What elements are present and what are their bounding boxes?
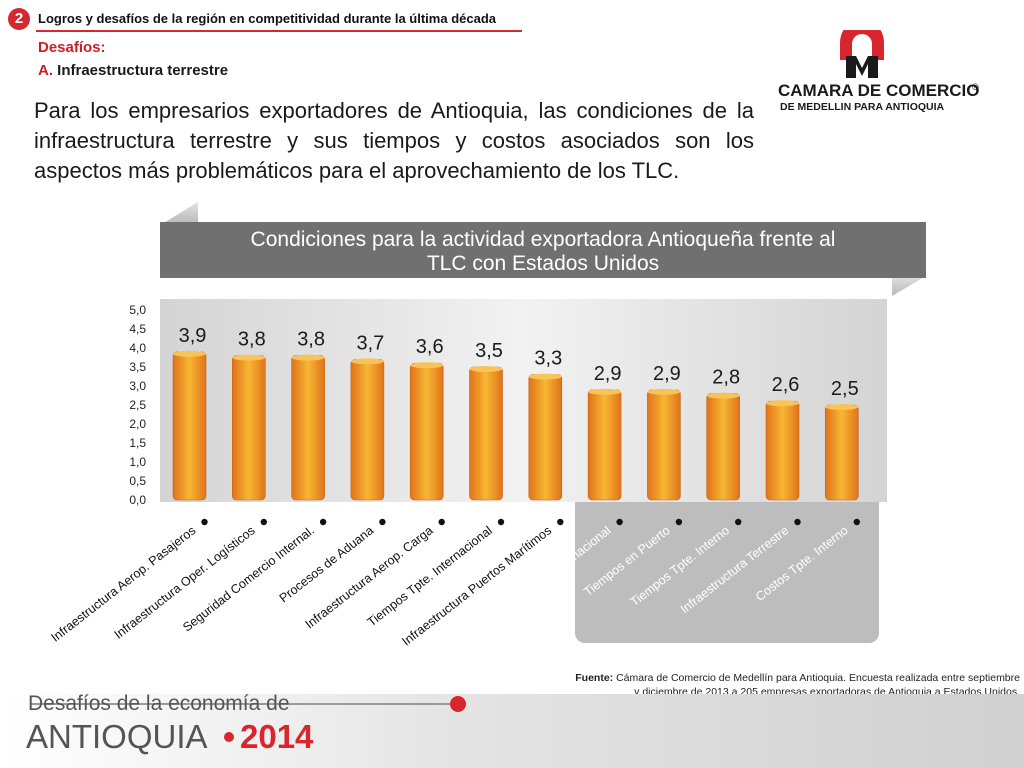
y-tick-label: 0,0 bbox=[129, 493, 146, 507]
bar bbox=[765, 400, 800, 501]
category-bullet-icon bbox=[497, 518, 505, 526]
bar-top bbox=[528, 373, 562, 380]
bar-top bbox=[647, 388, 681, 395]
y-tick-label: 1,5 bbox=[129, 436, 146, 450]
bars-group bbox=[172, 350, 859, 501]
footer-dot-icon bbox=[450, 696, 466, 712]
data-label: 2,5 bbox=[831, 378, 859, 400]
bar bbox=[350, 359, 385, 501]
title-underline bbox=[36, 30, 522, 32]
bar-top bbox=[706, 392, 740, 399]
y-tick-label: 3,0 bbox=[129, 379, 146, 393]
category-bullet-icon bbox=[853, 518, 860, 526]
section-number-badge: 2 bbox=[8, 8, 30, 30]
y-tick-label: 2,5 bbox=[129, 398, 146, 412]
bar bbox=[172, 351, 207, 501]
chart-title-line2: TLC con Estados Unidos bbox=[427, 252, 659, 275]
logo-registered: ® bbox=[972, 82, 979, 92]
chart-title-line1: Condiciones para la actividad exportador… bbox=[251, 228, 836, 251]
category-bullet-icon bbox=[557, 518, 564, 526]
footer-line1: Desafíos de la economía de bbox=[28, 692, 290, 715]
category-bullet-icon bbox=[735, 518, 742, 526]
data-label: 3,8 bbox=[238, 329, 266, 351]
y-tick-label: 2,0 bbox=[129, 417, 146, 431]
chart-title-banner: Condiciones para la actividad exportador… bbox=[160, 202, 926, 296]
footer-region: ANTIOQUIA bbox=[26, 718, 208, 755]
category-bullet-icon bbox=[794, 518, 801, 526]
bar-top bbox=[173, 350, 206, 357]
bar bbox=[291, 355, 325, 501]
y-tick-label: 5,0 bbox=[129, 303, 146, 317]
data-label: 3,6 bbox=[416, 336, 444, 358]
bar bbox=[587, 389, 622, 501]
logo-line1: CAMARA DE COMERCIO bbox=[778, 81, 979, 100]
bar-top bbox=[350, 358, 384, 365]
bar-top bbox=[469, 366, 503, 372]
data-label: 3,7 bbox=[356, 332, 384, 354]
data-label: 2,8 bbox=[712, 367, 740, 389]
bar-top bbox=[410, 362, 444, 369]
data-label: 2,6 bbox=[772, 374, 800, 396]
bar bbox=[824, 404, 859, 501]
data-label: 3,5 bbox=[475, 340, 503, 362]
bar-top bbox=[232, 354, 266, 361]
data-label: 3,3 bbox=[534, 348, 562, 370]
banner-bar bbox=[160, 222, 926, 278]
category-bullet-icon bbox=[319, 518, 327, 526]
bar bbox=[469, 366, 503, 501]
logo-line2: DE MEDELLIN PARA ANTIOQUIA bbox=[780, 101, 945, 113]
subsection-heading: A. Infraestructura terrestre bbox=[38, 62, 228, 79]
footer: Desafíos de la economía de ANTIOQUIA 201… bbox=[0, 692, 1024, 768]
footer-band bbox=[0, 694, 1024, 768]
bar-top bbox=[588, 388, 622, 395]
logo-mark-icon bbox=[840, 30, 884, 78]
bar bbox=[528, 374, 563, 501]
value-labels: 3,9 3,8 3,8 3,7 3,6 3,5 3,3 2,9 2,9 2,8 2,6 2,5 bbox=[179, 325, 859, 400]
subhead: Desafíos: bbox=[38, 39, 106, 56]
category-bullet-icon bbox=[201, 518, 208, 526]
y-axis: 0,0 0,5 1,0 1,5 2,0 2,5 3,0 3,5 4,0 4,5 5,0 bbox=[129, 303, 146, 507]
bar bbox=[647, 389, 681, 501]
intro-paragraph: Para los empresarios exportadores de Ant… bbox=[34, 98, 754, 183]
category-bullet-icon bbox=[616, 518, 623, 526]
chamber-logo: CAMARA DE COMERCIO ® DE MEDELLIN PARA AN… bbox=[778, 30, 979, 113]
source-label: Fuente: bbox=[575, 672, 614, 684]
data-label: 2,9 bbox=[594, 363, 622, 385]
data-label: 3,8 bbox=[297, 329, 325, 351]
footer-year: 2014 bbox=[240, 718, 314, 755]
bar-top bbox=[291, 354, 325, 361]
category-bullet-icon bbox=[379, 518, 386, 526]
section-title: Logros y desafíos de la región en compet… bbox=[38, 11, 496, 26]
banner-fold-right bbox=[892, 276, 926, 296]
data-label: 2,9 bbox=[653, 363, 681, 385]
source-line1: Cámara de Comercio de Medellín para Anti… bbox=[616, 672, 1020, 684]
bar bbox=[232, 355, 266, 501]
category-bullet-icon bbox=[438, 518, 445, 526]
bar-chart: 0,0 0,5 1,0 1,5 2,0 2,5 3,0 3,5 4,0 4,5 5,0 3,9 3,8… bbox=[48, 299, 887, 649]
y-tick-label: 1,0 bbox=[129, 455, 146, 469]
subsection-letter: A. bbox=[38, 62, 53, 79]
bar-top bbox=[825, 404, 859, 410]
bar bbox=[706, 393, 741, 501]
bar-top bbox=[766, 400, 799, 407]
subsection-title: Infraestructura terrestre bbox=[57, 62, 229, 79]
footer-bullet-icon bbox=[224, 732, 234, 742]
bar bbox=[409, 362, 444, 501]
category-bullet-icon bbox=[260, 518, 267, 526]
category-bullet-icon bbox=[675, 518, 683, 526]
y-tick-label: 0,5 bbox=[129, 474, 146, 488]
y-tick-label: 4,5 bbox=[129, 322, 146, 336]
y-tick-label: 4,0 bbox=[129, 341, 146, 355]
y-tick-label: 3,5 bbox=[129, 360, 146, 374]
data-label: 3,9 bbox=[179, 325, 207, 347]
banner-fold-left bbox=[162, 202, 198, 224]
